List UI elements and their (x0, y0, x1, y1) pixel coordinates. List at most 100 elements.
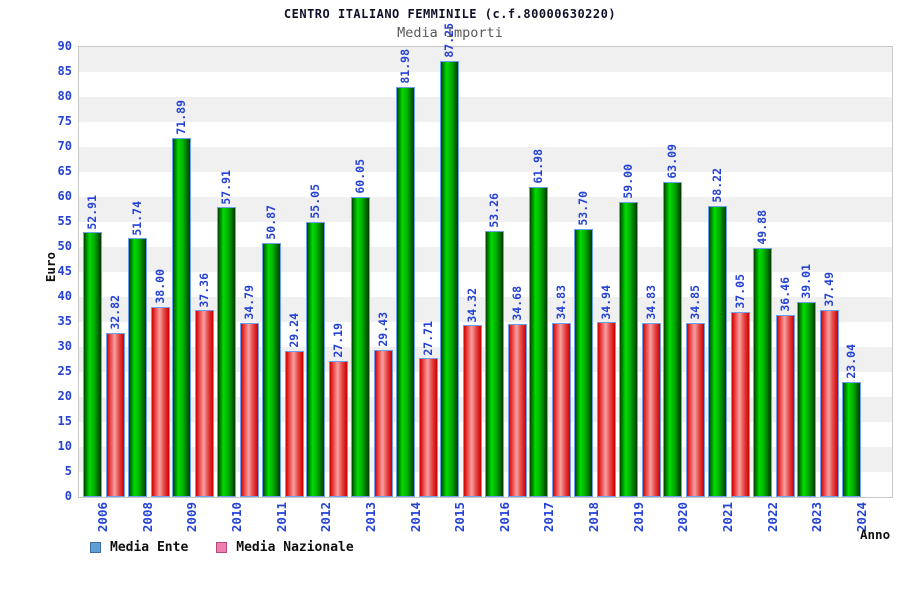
bar-value-label: 34.79 (241, 285, 256, 321)
legend-swatch-media-nazionale (216, 542, 228, 553)
x-tick-label: 2018 (586, 502, 602, 533)
legend: Media Ente Media Nazionale (90, 540, 382, 555)
bar-value-label: 37.05 (733, 274, 748, 309)
x-tick-label: 2014 (407, 502, 423, 533)
chart-subtitle: Media Importi (397, 25, 503, 41)
bar-value-label: 34.83 (643, 285, 658, 320)
bar-media-ente (842, 381, 861, 497)
bar-media-ente (306, 221, 326, 497)
bar-value-label: 39.01 (799, 264, 814, 299)
y-tick-label: 90 (57, 39, 72, 53)
bar-media-nazionale (463, 325, 483, 497)
chart-title: CENTRO ITALIANO FEMMINILE (c.f.800006302… (283, 7, 617, 21)
bar-value-label: 51.74 (129, 200, 144, 236)
bar-value-label: 53.70 (576, 190, 591, 226)
bar-value-label: 71.89 (174, 99, 189, 135)
x-axis-title: Anno (860, 527, 891, 542)
bar-media-nazionale (597, 322, 617, 497)
bar-media-ente (172, 137, 192, 497)
bar-value-label: 32.82 (108, 295, 122, 330)
x-tick-label: 2023 (809, 502, 825, 533)
bar-media-ente (127, 238, 147, 497)
bar-media-nazionale (195, 310, 215, 497)
x-tick-label: 2015 (452, 502, 468, 533)
bar-value-label: 37.49 (822, 271, 837, 307)
bar-media-ente (83, 232, 102, 497)
bar-media-nazionale (552, 322, 572, 497)
x-tick-label: 2012 (318, 502, 334, 533)
x-tick-label: 2019 (630, 502, 646, 533)
bar-value-label: 38.00 (152, 269, 167, 304)
y-tick-label: 5 (64, 464, 72, 478)
bar-value-label: 34.68 (509, 285, 524, 321)
x-tick-label: 2022 (764, 502, 780, 533)
bar-value-label: 37.36 (197, 272, 212, 308)
bar-media-nazionale (775, 314, 795, 497)
bar-media-ente (618, 202, 638, 497)
bar-value-label: 34.83 (554, 285, 569, 320)
bar-value-label: 60.05 (352, 159, 367, 194)
x-tick-label: 2017 (541, 502, 557, 533)
bar-media-nazionale (239, 323, 259, 497)
y-tick-label: 55 (57, 214, 72, 228)
x-tick-label: 2009 (184, 502, 200, 533)
bar-value-label: 61.98 (531, 149, 546, 185)
y-tick-label: 80 (57, 89, 72, 103)
bar-value-label: 27.71 (420, 320, 435, 356)
bar-media-ente (350, 196, 370, 497)
bar-media-ente (708, 205, 728, 497)
bar-media-nazionale (150, 307, 170, 497)
bar-value-label: 87.25 (442, 23, 457, 58)
y-tick-label: 10 (57, 439, 72, 453)
x-tick-label: 2013 (362, 502, 378, 533)
bar-media-ente (484, 230, 504, 497)
bar-media-nazionale (686, 322, 706, 497)
bar-media-nazionale (106, 332, 125, 497)
bar-media-ente (529, 187, 549, 497)
y-tick-label: 15 (57, 414, 72, 428)
bar-value-label: 53.26 (486, 193, 501, 228)
bar-media-ente (663, 181, 683, 497)
bar-value-label: 50.87 (263, 205, 278, 240)
legend-swatch-media-ente (90, 542, 101, 553)
y-axis-title: Euro (43, 252, 58, 283)
bar-value-label: 23.04 (844, 344, 858, 379)
bar-value-label: 34.32 (465, 287, 480, 323)
x-tick-label: 2010 (228, 502, 244, 533)
bar-media-nazionale (418, 358, 438, 497)
x-tick-label: 2011 (273, 502, 289, 533)
x-tick-label: 2020 (675, 502, 691, 533)
x-tick-label: 2006 (95, 502, 110, 533)
bar-value-label: 27.19 (331, 323, 346, 359)
y-tick-label: 45 (57, 264, 72, 278)
bar-value-label: 58.22 (710, 168, 725, 203)
bar-value-label: 59.00 (620, 164, 635, 199)
legend-label-media-nazionale: Media Nazionale (236, 540, 354, 555)
y-tick-label: 65 (57, 164, 72, 178)
bar-media-ente (261, 242, 281, 497)
bar-value-label: 29.24 (286, 313, 301, 348)
legend-label-media-ente: Media Ente (110, 540, 189, 555)
bar-value-label: 34.94 (599, 284, 614, 320)
bar-media-nazionale (641, 322, 661, 497)
bar-value-label: 49.88 (754, 209, 769, 245)
bar-media-ente (440, 60, 460, 497)
bar-media-ente (574, 228, 594, 497)
bar-media-ente (752, 247, 772, 497)
bar-value-label: 36.46 (777, 277, 792, 312)
bar-media-nazionale (820, 309, 840, 497)
bar-value-label: 57.91 (218, 169, 233, 205)
bar-media-nazionale (507, 323, 527, 497)
bar-value-label: 52.91 (85, 194, 99, 230)
x-tick-label: 2021 (720, 502, 736, 533)
bar-media-ente (216, 207, 236, 497)
bar-media-ente (395, 87, 415, 497)
y-tick-label: 0 (64, 489, 72, 503)
x-tick-label: 2016 (496, 502, 512, 533)
bar-value-label: 81.98 (397, 49, 412, 85)
bar-media-ente (797, 301, 817, 497)
y-tick-label: 35 (57, 314, 72, 328)
y-tick-label: 60 (57, 189, 72, 203)
bar-media-nazionale (284, 350, 304, 497)
